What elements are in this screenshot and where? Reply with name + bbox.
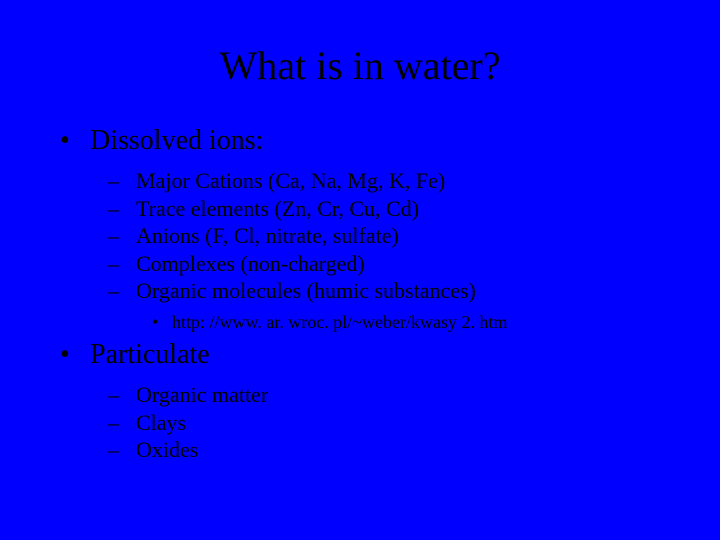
bullet-dot-icon: •	[60, 339, 90, 371]
lvl3-text: http: //www. ar. wroc. pl/~weber/kwasy 2…	[172, 311, 508, 334]
bullet-lvl2: – Organic matter	[108, 381, 720, 409]
dash-icon: –	[108, 195, 136, 223]
lvl2-text: Oxides	[136, 436, 198, 464]
bullet-lvl2: – Complexes (non-charged)	[108, 250, 720, 278]
dash-icon: –	[108, 167, 136, 195]
slide: What is in water? • Dissolved ions: – Ma…	[0, 0, 720, 540]
dash-icon: –	[108, 409, 136, 437]
bullet-lvl1: • Dissolved ions:	[60, 125, 720, 157]
dash-icon: –	[108, 277, 136, 305]
slide-title: What is in water?	[0, 0, 720, 99]
slide-body: • Dissolved ions: – Major Cations (Ca, N…	[0, 99, 720, 464]
lvl2-text: Major Cations (Ca, Na, Mg, K, Fe)	[136, 167, 445, 195]
lvl2-text: Trace elements (Zn, Cr, Cu, Cd)	[136, 195, 419, 223]
bullet-dot-icon: •	[60, 125, 90, 157]
dash-icon: –	[108, 436, 136, 464]
lvl2-text: Organic matter	[136, 381, 268, 409]
dash-icon: –	[108, 381, 136, 409]
bullet-lvl2: – Trace elements (Zn, Cr, Cu, Cd)	[108, 195, 720, 223]
lvl2-text: Complexes (non-charged)	[136, 250, 365, 278]
bullet-lvl1: • Particulate	[60, 339, 720, 371]
bullet-lvl2: – Clays	[108, 409, 720, 437]
bullet-lvl3: • http: //www. ar. wroc. pl/~weber/kwasy…	[152, 311, 720, 334]
lvl2-text: Anions (F, Cl, nitrate, sulfate)	[136, 222, 399, 250]
lvl2-text: Organic molecules (humic substances)	[136, 277, 476, 305]
bullet-dot-icon: •	[152, 311, 172, 334]
bullet-lvl2: – Organic molecules (humic substances)	[108, 277, 720, 305]
bullet-lvl2: – Major Cations (Ca, Na, Mg, K, Fe)	[108, 167, 720, 195]
lvl2-group: – Organic matter – Clays – Oxides	[60, 381, 720, 464]
bullet-lvl2: – Oxides	[108, 436, 720, 464]
lvl1-label: Particulate	[90, 339, 210, 371]
lvl1-label: Dissolved ions:	[90, 125, 263, 157]
lvl3-group: • http: //www. ar. wroc. pl/~weber/kwasy…	[60, 311, 720, 334]
lvl2-text: Clays	[136, 409, 186, 437]
lvl2-group: – Major Cations (Ca, Na, Mg, K, Fe) – Tr…	[60, 167, 720, 305]
dash-icon: –	[108, 250, 136, 278]
dash-icon: –	[108, 222, 136, 250]
bullet-lvl2: – Anions (F, Cl, nitrate, sulfate)	[108, 222, 720, 250]
